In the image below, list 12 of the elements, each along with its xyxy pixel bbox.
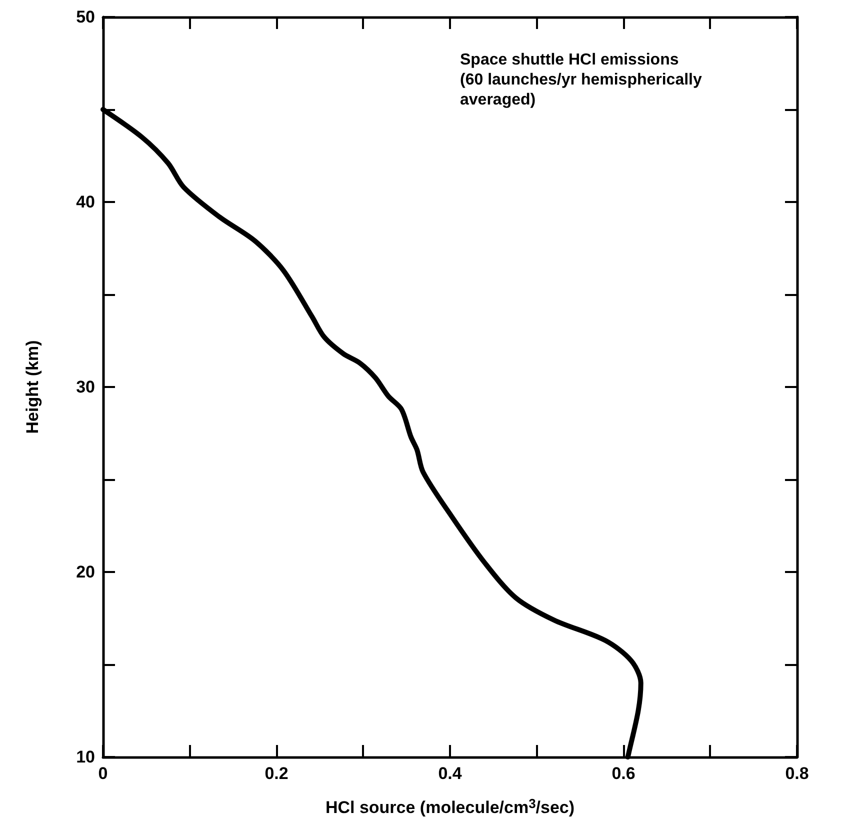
x-tick-label: 0.4 xyxy=(438,764,462,783)
y-tick-label: 40 xyxy=(76,192,95,212)
y-tick-label: 50 xyxy=(76,8,95,26)
y-tick-label: 10 xyxy=(76,748,95,766)
y-tick-label: 30 xyxy=(76,378,95,396)
x-tick-label: 0.6 xyxy=(612,764,636,783)
y-axis-title: Height (km) xyxy=(23,340,42,434)
annotation: Space shuttle HCl emissions (60 launches/yr hemispherically averaged) xyxy=(460,52,702,108)
x-tick-label: 0 xyxy=(98,764,108,783)
x-tick-label: 0.2 xyxy=(264,764,288,783)
x-tick-label: 0.8 xyxy=(785,764,809,783)
y-tick-label: 20 xyxy=(76,562,95,582)
